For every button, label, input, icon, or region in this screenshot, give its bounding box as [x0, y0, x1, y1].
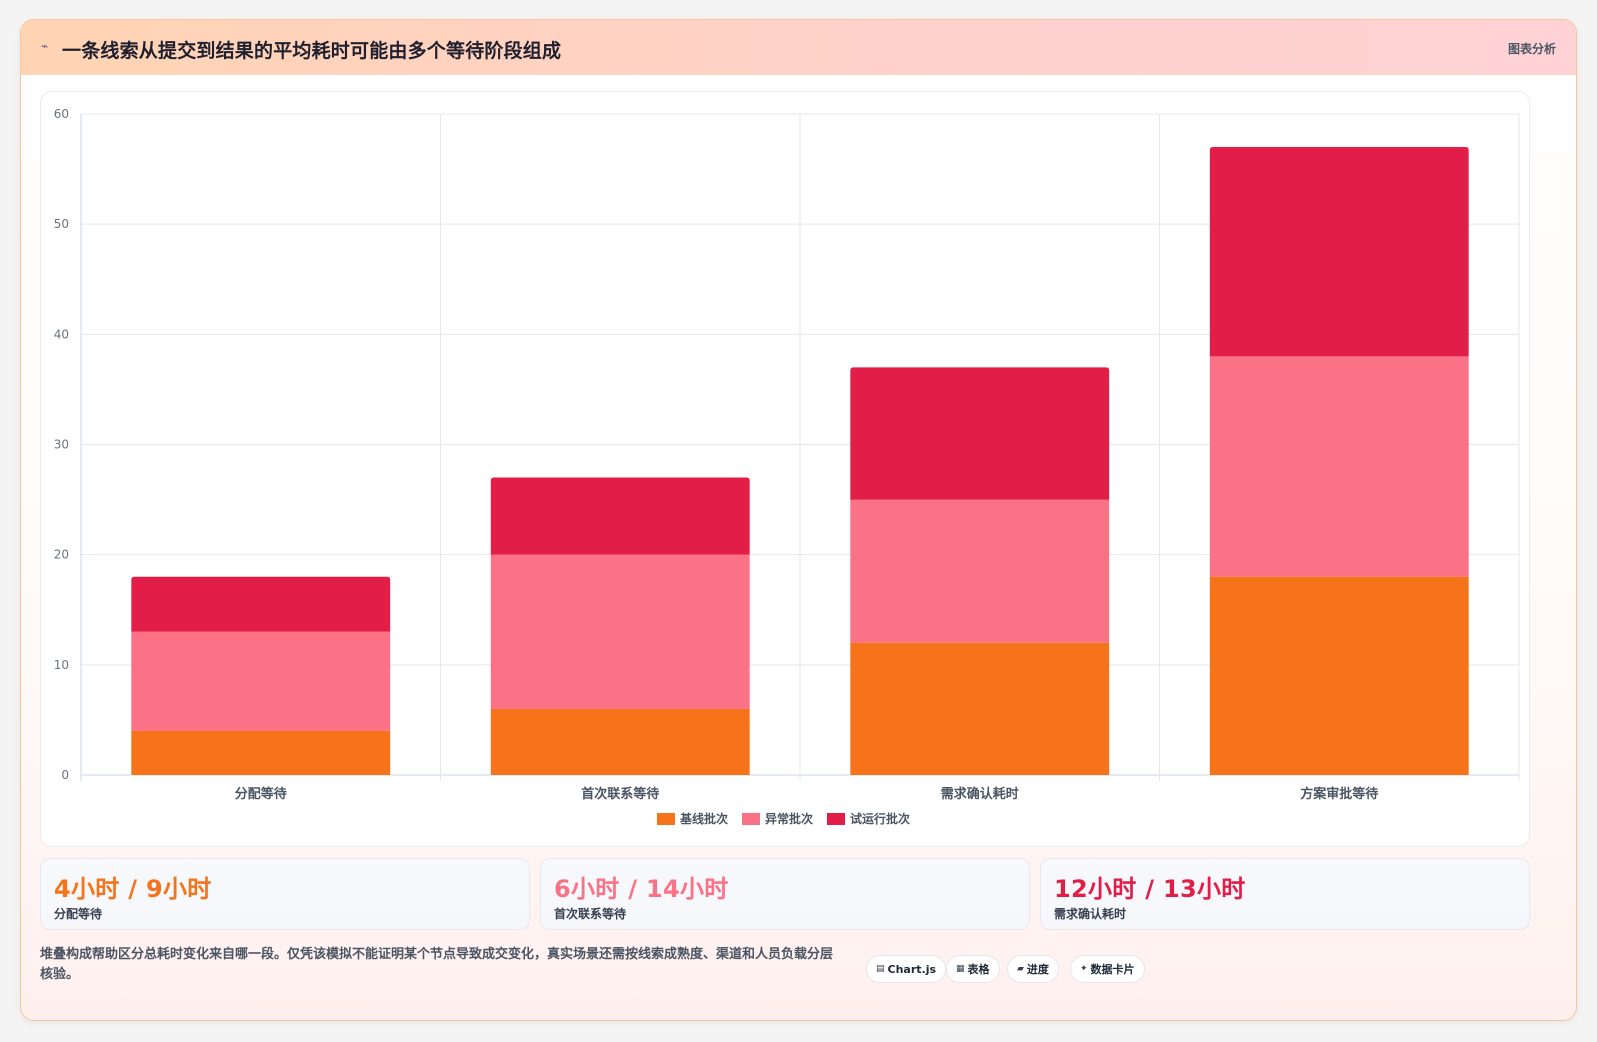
- kpi-value: 4小时 / 9小时: [54, 875, 212, 903]
- bar-segment: [850, 499, 1110, 643]
- pill-label: 数据卡片: [1090, 963, 1135, 976]
- legend-swatch: [742, 813, 760, 825]
- kpi-value: 6小时 / 14小时: [554, 875, 729, 903]
- legend-label: 试运行批次: [850, 811, 910, 826]
- bar-segment: [490, 554, 750, 709]
- bar-segment: [1209, 576, 1469, 775]
- x-category-label: 需求确认耗时: [941, 786, 1019, 802]
- legend-swatch: [657, 813, 675, 825]
- y-tick-label: 50: [54, 217, 69, 231]
- kpi-label: 需求确认耗时: [1054, 907, 1127, 921]
- bar-segment: [490, 708, 750, 775]
- card-header: ⌁ 一条线索从提交到结果的平均耗时可能由多个等待阶段组成 图表分析: [21, 20, 1576, 75]
- chart-icon: ▤: [876, 964, 885, 974]
- chart-area: 0 10 20 30 40 50 60 分配等待 首次联系等待 需求确认耗时 方案审批等待基线批次 异…: [40, 91, 1530, 847]
- kpi-card-first-contact: 6小时 / 14小时 首次联系等待: [540, 858, 1030, 930]
- kpi-card-assign: 4小时 / 9小时 分配等待: [40, 858, 530, 930]
- kpi-label: 首次联系等待: [554, 907, 627, 921]
- bar-segment: [850, 642, 1110, 775]
- sparkle-icon: ✦: [1080, 964, 1088, 974]
- pill-label: Chart.js: [887, 962, 937, 976]
- pill-label: 进度: [1026, 963, 1049, 976]
- bar-segment: [131, 576, 391, 632]
- progress-icon: ▰: [1017, 964, 1024, 974]
- pill-label: 表格: [967, 963, 990, 976]
- bar-segment: [1209, 356, 1469, 577]
- lightning-icon: ⌁: [41, 39, 49, 53]
- y-tick-label: 60: [54, 107, 69, 121]
- x-category-label: 方案审批等待: [1300, 786, 1378, 802]
- legend-label: 基线批次: [679, 811, 728, 826]
- pill-chartjs[interactable]: ▤ Chart.js: [866, 955, 947, 983]
- kpi-card-requirement: 12小时 / 13小时 需求确认耗时: [1040, 858, 1530, 930]
- bar-segment: [490, 477, 750, 555]
- pill-data-card[interactable]: ✦ 数据卡片: [1070, 955, 1145, 983]
- table-icon: ▦: [956, 964, 965, 974]
- y-tick-label: 30: [54, 438, 69, 452]
- bar-segment: [1209, 147, 1469, 357]
- pill-table[interactable]: ▦ 表格: [946, 955, 1000, 983]
- x-category-label: 首次联系等待: [581, 786, 659, 802]
- analysis-tag: 图表分析: [1507, 42, 1556, 56]
- footnote: 堆叠构成帮助区分总耗时变化来自哪一段。仅凭该模拟不能证明某个节点导致成交变化，真…: [40, 947, 834, 982]
- legend-label: 异常批次: [765, 811, 813, 826]
- chart-card: ⌁ 一条线索从提交到结果的平均耗时可能由多个等待阶段组成 图表分析 0 10 20 3…: [20, 19, 1577, 1021]
- y-tick-label: 10: [54, 658, 69, 672]
- y-tick-label: 0: [61, 768, 69, 782]
- pill-progress[interactable]: ▰ 进度: [1007, 955, 1059, 983]
- y-tick-label: 20: [54, 548, 69, 562]
- bar-segment: [131, 631, 391, 731]
- x-category-label: 分配等待: [235, 786, 287, 802]
- legend-swatch: [827, 813, 845, 825]
- kpi-value: 12小时 / 13小时: [1054, 875, 1246, 903]
- bar-segment: [131, 730, 391, 775]
- y-tick-label: 40: [54, 327, 69, 341]
- bar-segment: [850, 367, 1110, 500]
- kpi-label: 分配等待: [54, 907, 103, 921]
- card-title: 一条线索从提交到结果的平均耗时可能由多个等待阶段组成: [62, 40, 562, 62]
